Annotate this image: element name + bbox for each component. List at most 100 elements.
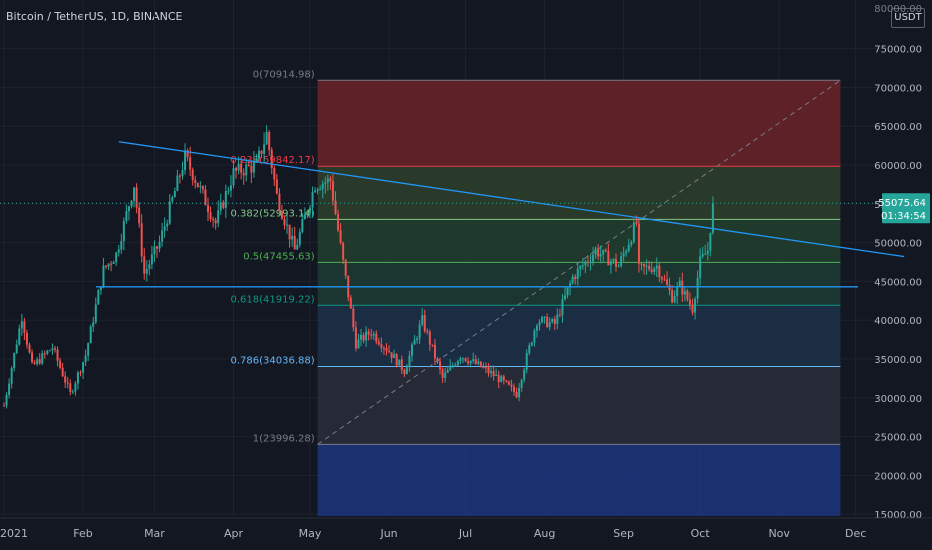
candle-body (321, 183, 324, 190)
symbol-title: Bitcoin / TetherUS, 1D, BINANCE (6, 10, 183, 23)
price-tick-label: 75000.00 (874, 45, 922, 56)
candle-body (648, 265, 651, 270)
candle-body (235, 168, 238, 171)
candle-body (609, 261, 612, 266)
candle-body (390, 352, 393, 359)
candle-body (229, 185, 232, 191)
price-tick-label-partial: 80000.00 (874, 4, 922, 15)
candle-body (8, 383, 11, 395)
candle-body (597, 248, 600, 257)
time-tick-label: Nov (768, 527, 790, 540)
candle-body (566, 287, 569, 296)
candle-body (459, 358, 462, 361)
candle-body (625, 251, 628, 254)
candle-body (666, 279, 668, 285)
candle-body (74, 383, 77, 392)
candle-body (138, 207, 141, 224)
candle-body (411, 344, 413, 356)
candle-body (372, 333, 375, 336)
candle-body (212, 219, 215, 221)
candle-body (663, 279, 666, 281)
candle-body (413, 340, 416, 345)
candle-body (643, 263, 646, 267)
candle-body (158, 241, 161, 249)
last-price-label: 55075.64 (878, 198, 926, 209)
candle-body (535, 325, 538, 331)
price-tick-label: 65000.00 (874, 122, 922, 133)
candle-body (699, 256, 702, 278)
candle-body (365, 331, 368, 341)
candle-body (97, 290, 100, 305)
price-tick-label: 30000.00 (874, 394, 922, 405)
fib-level-label: 0.382(52993.14) (230, 208, 314, 219)
candle-body (528, 345, 531, 354)
fib-retracement[interactable]: 0(70914.98)0.236(59842.17)0.382(52993.14… (230, 69, 841, 516)
candle-body (31, 352, 34, 363)
candle-body (71, 391, 74, 393)
candle-body (668, 284, 671, 291)
candle-body (482, 366, 485, 368)
candle-body (28, 344, 31, 353)
candle-body (232, 168, 235, 186)
candle-body (18, 328, 21, 345)
candle-body (472, 359, 475, 361)
candle-body (13, 353, 16, 369)
candle-body (148, 264, 151, 269)
candle-body (306, 212, 309, 215)
fib-level-label: 0(70914.98) (253, 69, 315, 80)
fib-level-label: 0.5(47455.63) (243, 251, 315, 262)
candle-body (38, 359, 41, 364)
candle-body (296, 244, 299, 250)
candle-body (377, 341, 380, 345)
currency-button[interactable]: USDT (891, 8, 925, 28)
candle-body (357, 339, 360, 349)
candle-body (385, 348, 388, 352)
candle-body (173, 190, 176, 198)
candle-body (615, 259, 617, 267)
last-price-badge (882, 193, 930, 224)
candle-body (678, 280, 681, 287)
candle-body (681, 280, 684, 295)
candle-body (87, 343, 90, 356)
candle-body (441, 369, 444, 378)
candle-body (61, 367, 64, 377)
chart-axes: 75000.0070000.0065000.0060000.0055000.00… (0, 4, 932, 540)
candle-body (548, 322, 551, 328)
candle-body (5, 394, 8, 406)
candle-body (507, 381, 510, 385)
candle-body (360, 334, 362, 340)
candle-body (3, 405, 5, 407)
candle-body (204, 189, 207, 206)
candle-body (189, 157, 192, 170)
candle-body (99, 287, 102, 291)
candle-body (520, 379, 523, 388)
candle-body (311, 192, 314, 208)
candle-body (247, 164, 250, 166)
candle-body (288, 224, 291, 240)
trend-drawings[interactable] (0, 141, 905, 288)
candle-body (59, 360, 62, 368)
candle-body (676, 286, 679, 296)
candle-body (46, 350, 49, 354)
candle-body (36, 359, 39, 364)
fib-zone-extension (317, 444, 841, 516)
candle-body (469, 360, 472, 364)
time-tick-label: Oct (691, 527, 711, 540)
candle-body (456, 360, 459, 366)
candle-body (653, 268, 656, 273)
candle-body (579, 266, 582, 269)
candle-body (224, 190, 227, 208)
candle-body (688, 299, 691, 305)
candle-body (217, 210, 220, 224)
candle-body (671, 290, 674, 303)
candle-body (334, 200, 337, 215)
candle-body (533, 330, 536, 343)
candle-body (673, 295, 676, 303)
candle-body (510, 384, 513, 387)
candle-body (242, 172, 245, 176)
candle-body (344, 259, 347, 276)
candle-body (82, 362, 85, 373)
fib-zone (317, 262, 841, 306)
candle-body (569, 283, 572, 288)
